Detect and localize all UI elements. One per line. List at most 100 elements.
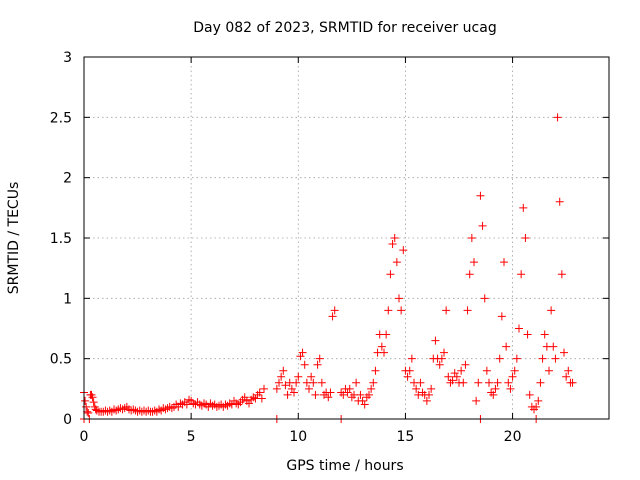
data-point [506, 384, 515, 393]
data-point [84, 408, 93, 417]
data-point [300, 360, 309, 369]
data-point [435, 360, 444, 369]
data-point [232, 399, 241, 408]
data-point [568, 378, 577, 387]
data-point [508, 372, 517, 381]
data-point [461, 360, 470, 369]
data-point [564, 366, 573, 375]
data-point [326, 388, 335, 397]
data-point [307, 372, 316, 381]
data-point [120, 404, 129, 413]
data-point [313, 360, 322, 369]
data-point [416, 378, 425, 387]
data-point [431, 336, 440, 345]
data-point [287, 384, 296, 393]
data-point [397, 306, 406, 315]
data-point [330, 306, 339, 315]
data-point [81, 396, 90, 405]
data-point [283, 390, 292, 399]
data-point [88, 393, 97, 402]
data-point [560, 348, 568, 357]
data-point [294, 372, 303, 381]
y-tick-label: 1 [63, 291, 72, 307]
data-point [249, 393, 258, 402]
data-point [358, 396, 367, 405]
data-point [356, 390, 365, 399]
data-point [82, 402, 91, 411]
data-point [512, 354, 521, 363]
data-point [545, 366, 553, 375]
data-point [534, 396, 543, 405]
y-tick-label: 0 [63, 412, 72, 428]
data-point [182, 400, 191, 409]
data-point [260, 384, 268, 393]
data-point [324, 393, 333, 402]
data-point [510, 366, 519, 375]
data-point [305, 384, 313, 393]
data-point [549, 342, 558, 351]
data-point [482, 366, 491, 375]
data-point [317, 378, 326, 387]
data-point [553, 113, 562, 122]
data-point [185, 395, 193, 404]
y-axis-label: SRMTID / TECUs [6, 182, 22, 295]
data-point [240, 393, 249, 402]
data-point [382, 330, 391, 339]
data-point [352, 378, 361, 387]
data-point [390, 234, 399, 242]
data-point [493, 378, 502, 387]
data-point [290, 388, 298, 397]
x-axis-label: GPS time / hours [286, 458, 403, 474]
data-point [277, 372, 286, 381]
data-point [83, 407, 92, 416]
data-point [452, 372, 461, 381]
data-point [562, 372, 571, 381]
data-point [365, 390, 373, 399]
ticks-layer: 0 5 10 15 20 0 0.5 1 1.5 2 2.5 3 [50, 50, 609, 445]
data-point [442, 306, 451, 315]
data-point [465, 270, 474, 279]
data-point [161, 405, 170, 414]
data-point [555, 197, 564, 206]
data-point [450, 369, 459, 378]
data-point [476, 191, 485, 200]
data-point [257, 394, 266, 403]
data-point [369, 378, 378, 387]
data-point [457, 366, 466, 375]
data-point [500, 258, 508, 267]
data-point [388, 240, 397, 249]
data-point [279, 366, 288, 375]
data-point [315, 354, 324, 363]
data-point [470, 258, 478, 267]
data-point [204, 402, 213, 411]
y-tick-label: 1.5 [50, 231, 72, 247]
y-tick-label: 2.5 [50, 110, 72, 126]
data-point [525, 390, 534, 399]
data-point [281, 381, 290, 390]
data-point [167, 404, 176, 413]
chart-title: Day 082 of 2023, SRMTID for receiver uca… [193, 20, 496, 36]
data-point [538, 354, 547, 363]
data-point [437, 354, 446, 363]
data-point [245, 399, 253, 408]
data-point [311, 390, 320, 399]
data-point [551, 354, 560, 363]
data-point [444, 372, 453, 381]
data-point [395, 294, 403, 303]
data-point [407, 354, 416, 363]
x-tick-label: 10 [289, 429, 307, 445]
data-point [495, 354, 504, 363]
data-point [189, 399, 198, 408]
data-point [497, 312, 506, 321]
data-point [328, 312, 337, 321]
data-point [467, 234, 476, 242]
data-point [367, 384, 376, 393]
data-point [399, 246, 408, 255]
data-point [392, 258, 401, 267]
data-point [474, 378, 483, 387]
data-point [255, 388, 264, 397]
x-tick-label: 15 [397, 429, 415, 445]
data-point [92, 406, 101, 415]
x-tick-label: 0 [80, 429, 89, 445]
data-point [463, 306, 472, 315]
